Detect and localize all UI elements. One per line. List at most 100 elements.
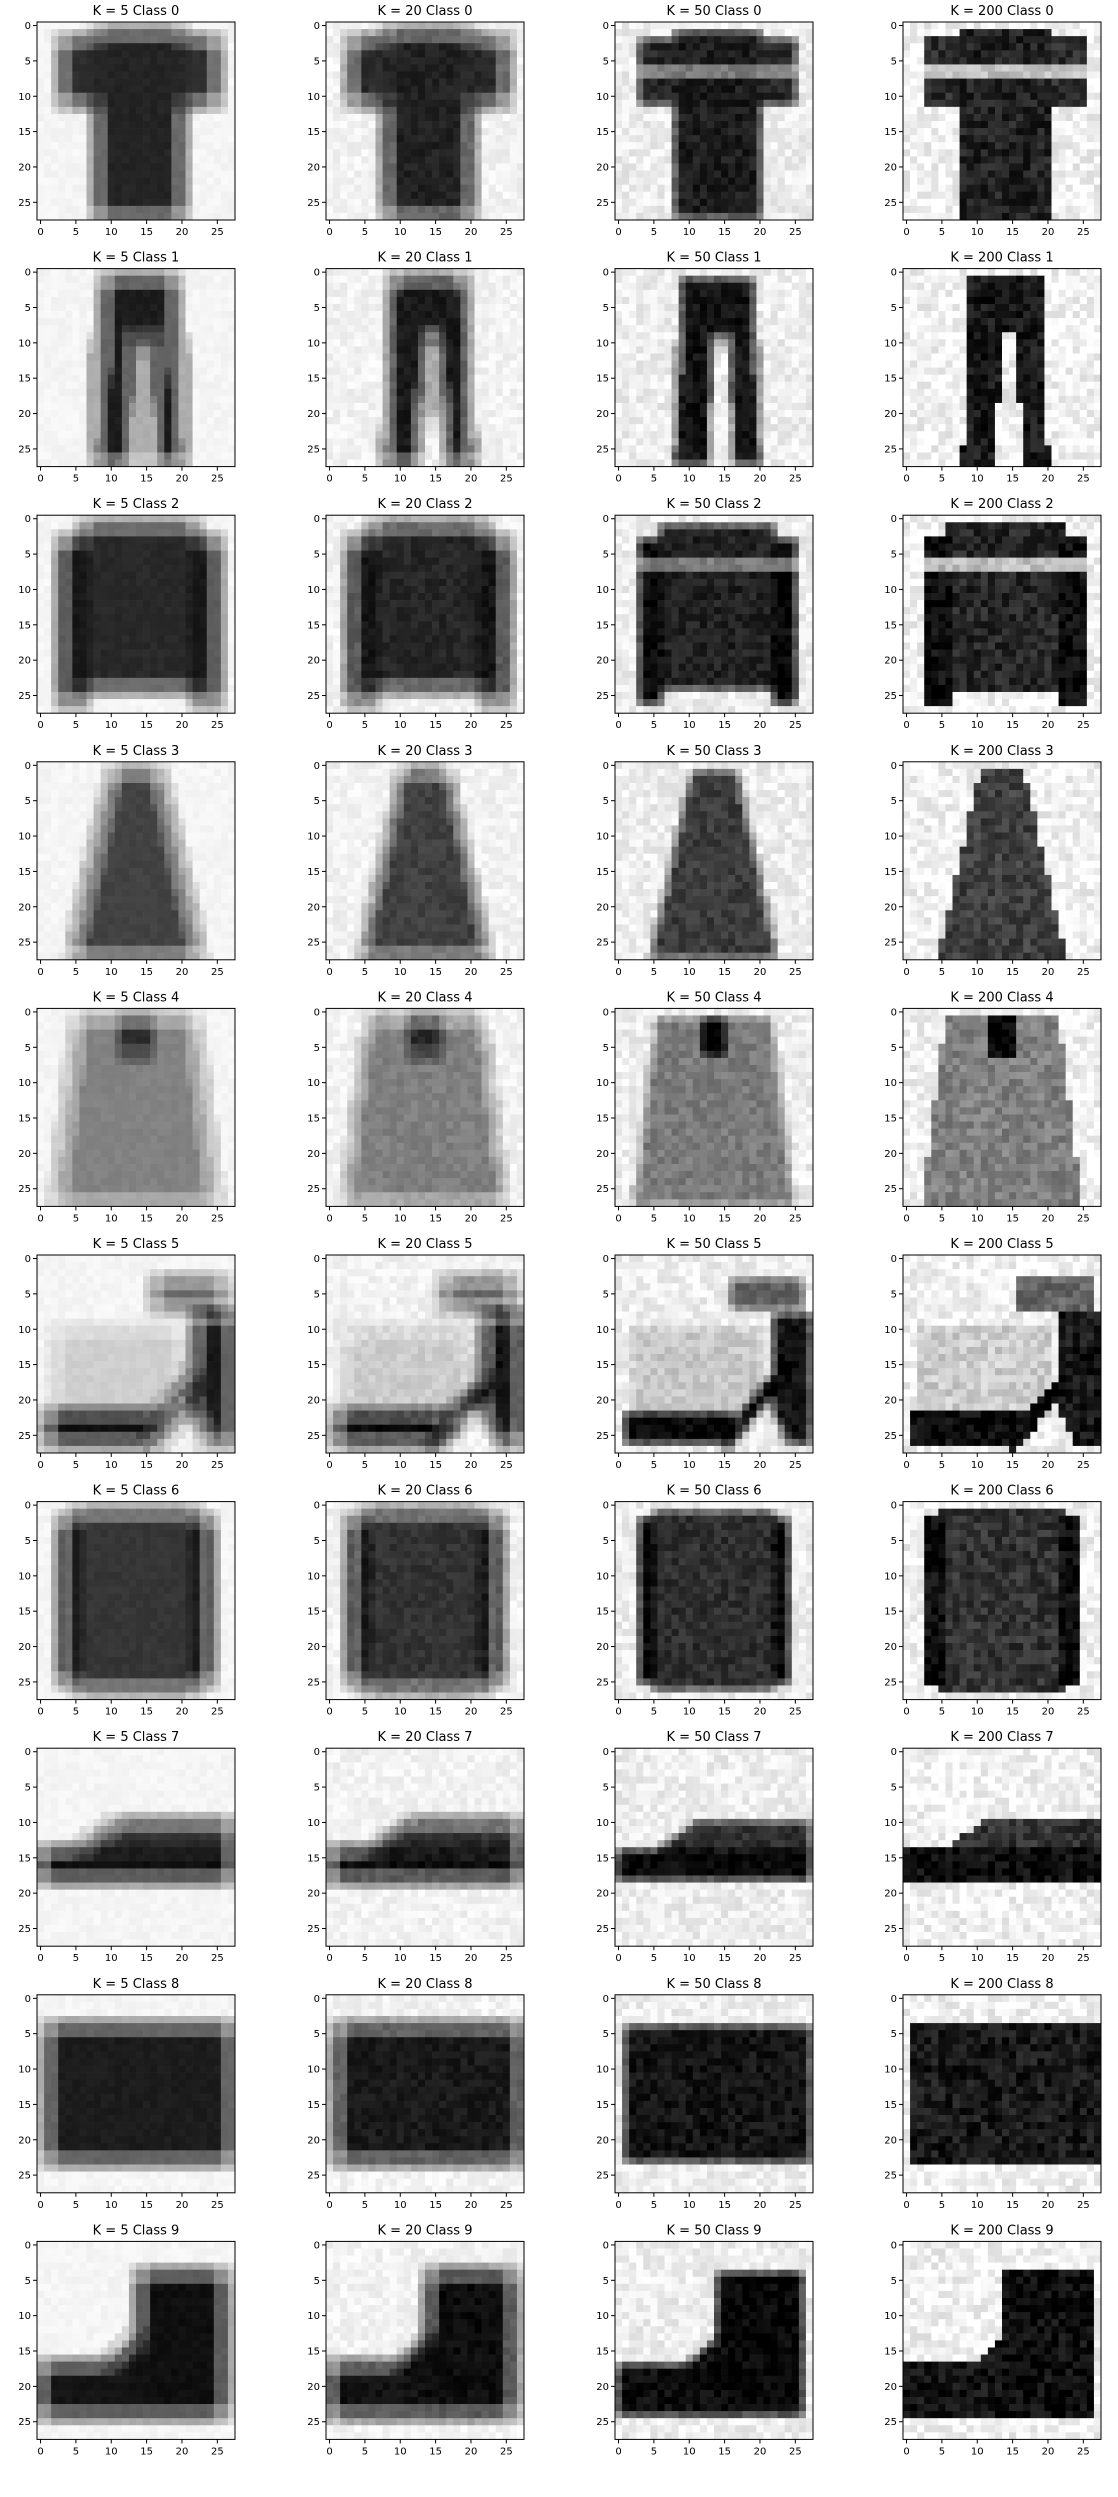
heatmap-cell <box>87 276 94 283</box>
heatmap-cell <box>207 424 214 431</box>
heatmap-cell <box>778 185 785 192</box>
heatmap-cell <box>967 178 974 185</box>
heatmap-cell <box>1052 86 1059 93</box>
heatmap-cell <box>376 57 383 64</box>
heatmap-cell <box>376 206 383 213</box>
heatmap-cell <box>721 114 728 121</box>
heatmap-cell <box>94 57 101 64</box>
heatmap-cell <box>129 206 136 213</box>
heatmap-cell <box>58 86 65 93</box>
heatmap-cell <box>333 276 340 283</box>
heatmap-cell <box>79 452 86 459</box>
heatmap-cell <box>221 445 228 452</box>
heatmap-cell <box>361 382 368 389</box>
heatmap-cell <box>439 107 446 114</box>
heatmap-cell <box>51 43 58 50</box>
heatmap-cell <box>721 213 728 220</box>
heatmap-cell <box>186 325 193 332</box>
heatmap-cell <box>707 192 714 199</box>
x-tick-label: 0 <box>326 227 332 238</box>
heatmap-cell <box>771 283 778 290</box>
heatmap-cell <box>214 410 221 417</box>
heatmap-cell <box>108 283 115 290</box>
heatmap-cell <box>122 417 129 424</box>
heatmap-cell <box>446 382 453 389</box>
heatmap-cell <box>679 93 686 100</box>
heatmap-cell <box>115 43 122 50</box>
heatmap-cell <box>446 43 453 50</box>
heatmap-cell <box>693 171 700 178</box>
heatmap-cell <box>58 178 65 185</box>
heatmap-cell <box>1080 135 1087 142</box>
heatmap-cell <box>439 57 446 64</box>
heatmap-cell <box>672 163 679 170</box>
heatmap-cell <box>665 149 672 156</box>
heatmap-cell <box>207 107 214 114</box>
heatmap-cell <box>340 149 347 156</box>
heatmap-cell <box>785 206 792 213</box>
heatmap-cell <box>129 114 136 121</box>
heatmap-cell <box>510 339 517 346</box>
heatmap-cell <box>101 311 108 318</box>
heatmap-cell <box>489 192 496 199</box>
heatmap-cell <box>326 325 333 332</box>
heatmap-cell <box>917 50 924 57</box>
heatmap-cell <box>439 290 446 297</box>
heatmap-cell <box>467 325 474 332</box>
heatmap-cell <box>475 114 482 121</box>
heatmap-cell <box>361 29 368 36</box>
y-tick-label: 20 <box>884 162 897 173</box>
heatmap-cell <box>122 375 129 382</box>
heatmap-cell <box>1080 36 1087 43</box>
heatmap-cell <box>87 297 94 304</box>
heatmap-cell <box>1059 128 1066 135</box>
heatmap-cell <box>108 297 115 304</box>
heatmap-cell <box>79 199 86 206</box>
heatmap-cell <box>150 57 157 64</box>
y-tick-label: 0 <box>603 21 609 32</box>
heatmap-cell <box>460 57 467 64</box>
heatmap-cell <box>157 100 164 107</box>
heatmap-cell <box>960 206 967 213</box>
heatmap-cell <box>467 460 474 467</box>
heatmap-cell <box>799 57 806 64</box>
heatmap-cell <box>361 339 368 346</box>
heatmap-cell <box>214 171 221 178</box>
heatmap-cell <box>903 199 910 206</box>
heatmap-cell <box>108 318 115 325</box>
heatmap-cell <box>221 304 228 311</box>
heatmap-cell <box>917 128 924 135</box>
heatmap-cell <box>37 93 44 100</box>
heatmap-cell <box>721 128 728 135</box>
heatmap-cell <box>650 192 657 199</box>
heatmap-cell <box>756 185 763 192</box>
heatmap-cell <box>51 375 58 382</box>
heatmap-cell <box>489 171 496 178</box>
heatmap-cell <box>178 452 185 459</box>
heatmap-cell <box>1080 163 1087 170</box>
heatmap-cell <box>101 100 108 107</box>
heatmap-cell <box>354 114 361 121</box>
heatmap-cell <box>792 57 799 64</box>
heatmap-cell <box>72 417 79 424</box>
heatmap-cell <box>157 178 164 185</box>
heatmap-cell <box>622 276 629 283</box>
heatmap-cell <box>65 86 72 93</box>
heatmap-cell <box>171 171 178 178</box>
heatmap-cell <box>72 269 79 276</box>
heatmap-cell <box>58 149 65 156</box>
heatmap-cell <box>792 276 799 283</box>
heatmap-cell <box>764 107 771 114</box>
heatmap-cell <box>193 121 200 128</box>
heatmap-cell <box>376 290 383 297</box>
heatmap-cell <box>361 142 368 149</box>
heatmap-cell <box>636 72 643 79</box>
heatmap-cell <box>460 410 467 417</box>
heatmap-cell <box>439 460 446 467</box>
heatmap-cell <box>636 64 643 71</box>
heatmap-cell <box>496 445 503 452</box>
heatmap-cell <box>115 57 122 64</box>
heatmap-cell <box>967 121 974 128</box>
heatmap-cell <box>1030 128 1037 135</box>
